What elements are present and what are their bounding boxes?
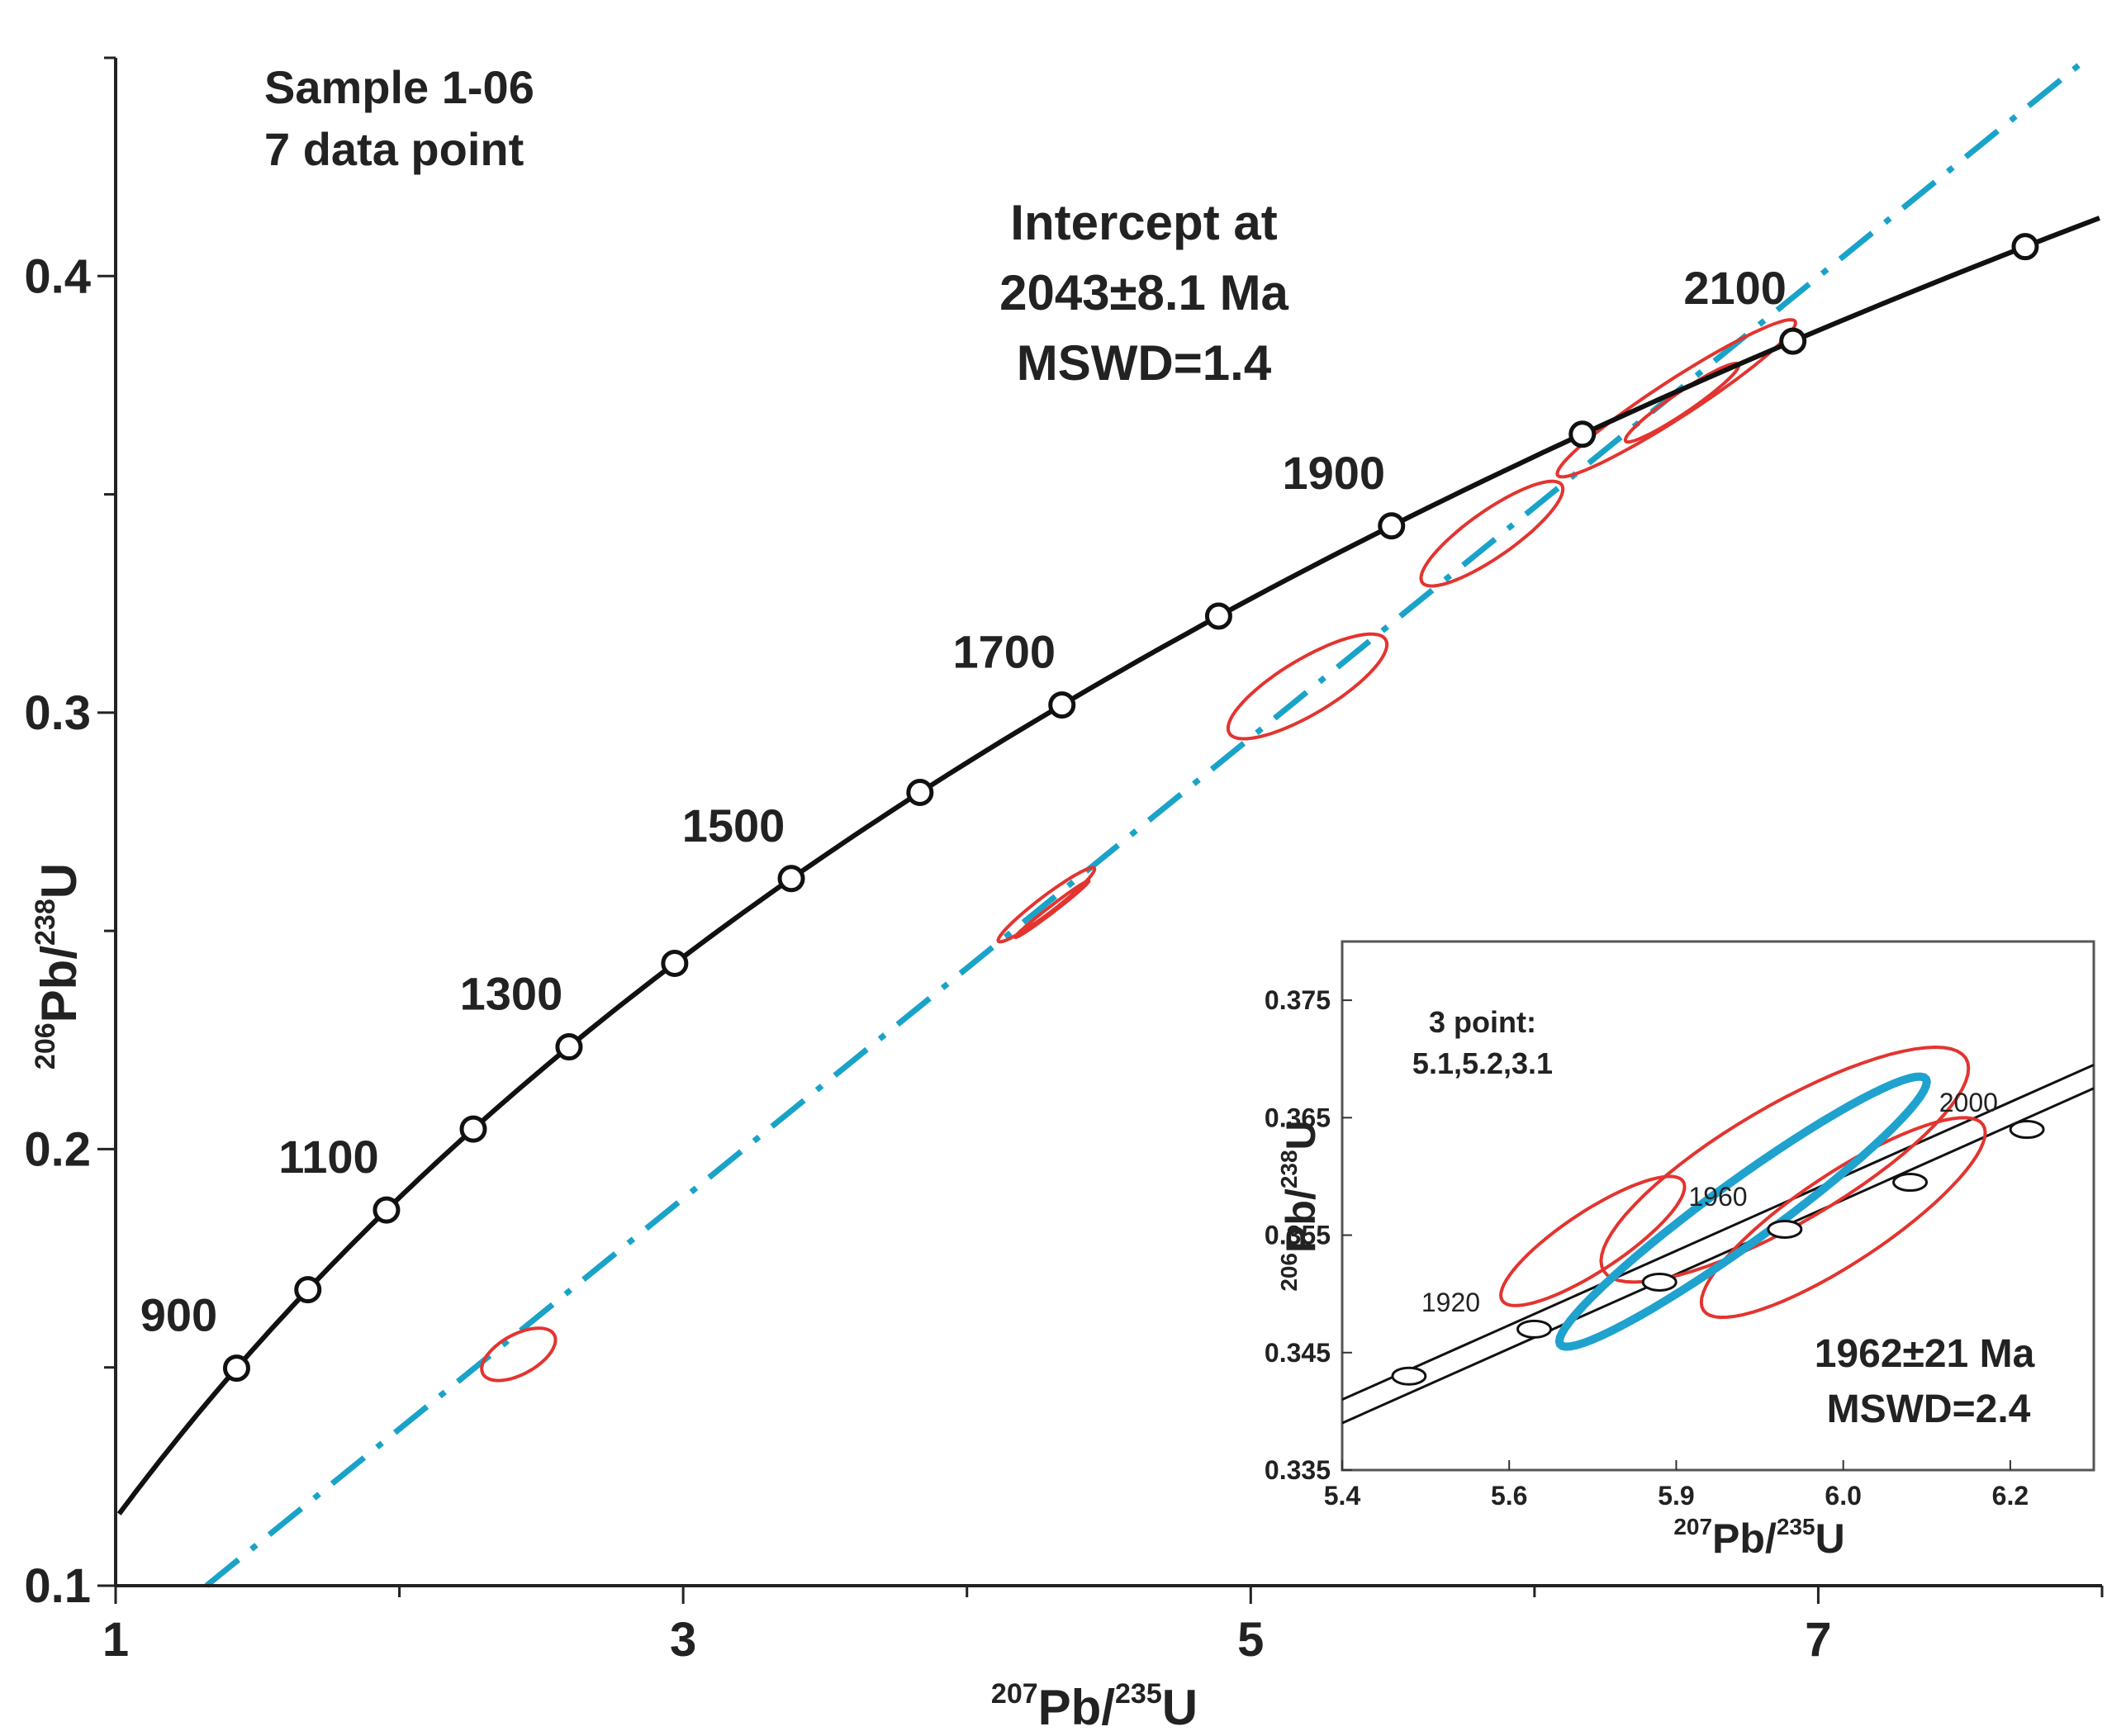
concordia-age-marker xyxy=(222,1354,250,1383)
inset-concordia-marker xyxy=(1516,1319,1553,1339)
error-ellipse xyxy=(1013,879,1091,940)
inset-concordia-marker xyxy=(1641,1272,1678,1292)
inset-x-axis-label: 207Pb/235U xyxy=(1673,1514,1844,1562)
concordia-curve-path xyxy=(116,216,2100,1515)
inset-points-line1: 3 point: xyxy=(1429,1005,1536,1039)
error-ellipses xyxy=(480,318,1797,1383)
inset-concordia-marker xyxy=(1892,1173,1929,1193)
error-ellipse xyxy=(996,866,1097,944)
x-tick-label: 1 xyxy=(102,1613,129,1667)
concordia-age-marker xyxy=(1568,420,1597,448)
inset-error-ellipses xyxy=(1499,1045,1987,1351)
concordia-age-marker xyxy=(906,778,934,806)
inset-concordia-markers xyxy=(1391,1120,2045,1386)
concordia-age-marker xyxy=(661,949,689,977)
inset-error-ellipse xyxy=(1599,1045,1971,1284)
inset-y-tick-label: 0.335 xyxy=(1265,1455,1331,1485)
concordia-age-label: 1300 xyxy=(460,968,563,1020)
y-tick-label: 0.4 xyxy=(24,249,91,303)
x-tick-label: 3 xyxy=(670,1613,696,1667)
inset-age-label: 1960 xyxy=(1688,1182,1747,1212)
inset-concordia-marker xyxy=(1767,1219,1803,1239)
inset-envelope-lines xyxy=(1342,1063,2094,1425)
inset-error-ellipse xyxy=(1499,1174,1687,1307)
concordia-age-label: 1500 xyxy=(682,799,785,851)
inset-y-tick-label: 0.365 xyxy=(1265,1103,1331,1132)
concordia-age-label: 2100 xyxy=(1683,262,1787,314)
intercept-line3: MSWD=1.4 xyxy=(1017,335,1272,391)
inset-points-line2: 5.1,5.2,3.1 xyxy=(1412,1046,1553,1080)
inset-result-line2: MSWD=2.4 xyxy=(1827,1387,2031,1431)
error-ellipse xyxy=(1555,318,1797,479)
inset-x-tick-label: 5.4 xyxy=(1324,1481,1361,1511)
concordia-age-marker xyxy=(459,1115,487,1143)
inset-axes: 5.4 5.6 5.9 6.0 6.2 0.335 0.345 0.355 0.365 0.375 xyxy=(1265,985,2029,1511)
concordia-age-labels: 900 1100 1300 1500 1700 1900 2100 xyxy=(140,262,1787,1341)
inset-x-tick-label: 6.0 xyxy=(1825,1481,1861,1511)
error-ellipse xyxy=(1419,479,1565,588)
inset-error-ellipse xyxy=(1699,1116,1987,1320)
inset-envelope-line xyxy=(1342,1087,2094,1425)
concordia-age-label: 1700 xyxy=(952,626,1056,678)
concordia-age-label: 1900 xyxy=(1282,447,1385,499)
sample-annotation-line1: Sample 1-06 xyxy=(264,61,534,113)
inset-x-tick-label: 5.9 xyxy=(1658,1481,1694,1511)
inset-age-label: 2000 xyxy=(1939,1088,1998,1117)
y-tick-label: 0.1 xyxy=(24,1559,91,1613)
inset-age-labels: 1920 1960 2000 xyxy=(1421,1088,1998,1317)
error-ellipse xyxy=(480,1326,558,1383)
concordia-age-marker xyxy=(1779,327,1807,355)
y-tick-label: 0.3 xyxy=(24,686,91,740)
inset-concordia-marker xyxy=(1391,1366,1427,1386)
x-tick-label: 5 xyxy=(1237,1613,1264,1667)
concordia-age-marker xyxy=(294,1276,322,1304)
concordia-age-markers xyxy=(222,233,2039,1383)
main-axes: 1 3 5 7 0.1 0.2 0.3 0.4 xyxy=(24,56,2104,1667)
intercept-line2: 2043±8.1 Ma xyxy=(999,265,1288,320)
main-x-axis-label: 207Pb/235U xyxy=(991,1678,1198,1735)
inset-x-tick-label: 5.6 xyxy=(1491,1481,1527,1511)
error-ellipse xyxy=(1623,361,1741,444)
inset-concordia-marker xyxy=(2009,1120,2045,1140)
inset-result-line1: 1962±21 Ma xyxy=(1815,1332,2035,1376)
inset-age-label: 1920 xyxy=(1421,1288,1480,1317)
inset-frame xyxy=(1341,940,2095,1472)
main-y-axis-label: 206Pb/238U xyxy=(30,863,87,1070)
main-concordia-chart: 1 3 5 7 0.1 0.2 0.3 0.4 900 1100 1300 1500 1700 1900… xyxy=(24,55,2104,1735)
inset-y-tick-label: 0.345 xyxy=(1265,1338,1331,1368)
concordia-age-label: 1100 xyxy=(278,1131,379,1183)
concordia-age-marker xyxy=(1204,602,1232,630)
concordia-age-label: 900 xyxy=(140,1289,217,1341)
concordia-age-marker xyxy=(555,1033,583,1061)
sample-annotation-line2: 7 data point xyxy=(264,123,524,175)
concordia-age-marker xyxy=(1048,691,1076,719)
inset-x-tick-label: 6.2 xyxy=(1992,1481,2029,1511)
concordia-age-marker xyxy=(373,1196,401,1224)
x-tick-label: 7 xyxy=(1805,1613,1831,1667)
concordia-age-marker xyxy=(2011,233,2039,261)
concordia-age-marker xyxy=(777,865,805,893)
intercept-line1: Intercept at xyxy=(1010,195,1277,250)
inset-y-axis-label: 206Pb/238U xyxy=(1276,1120,1324,1291)
inset-mean-ellipse xyxy=(1554,1072,1931,1351)
y-tick-label: 0.2 xyxy=(24,1122,91,1176)
inset-y-tick-label: 0.375 xyxy=(1265,985,1331,1015)
concordia-age-marker xyxy=(1378,512,1406,540)
inset-y-tick-label: 0.355 xyxy=(1265,1221,1331,1250)
error-ellipse xyxy=(1226,632,1389,741)
inset-concordia-chart: 5.4 5.6 5.9 6.0 6.2 0.335 0.345 0.355 0.365 0.375… xyxy=(1265,940,2095,1562)
concordia-curve xyxy=(116,216,2100,1515)
inset-envelope-line xyxy=(1342,1063,2094,1402)
